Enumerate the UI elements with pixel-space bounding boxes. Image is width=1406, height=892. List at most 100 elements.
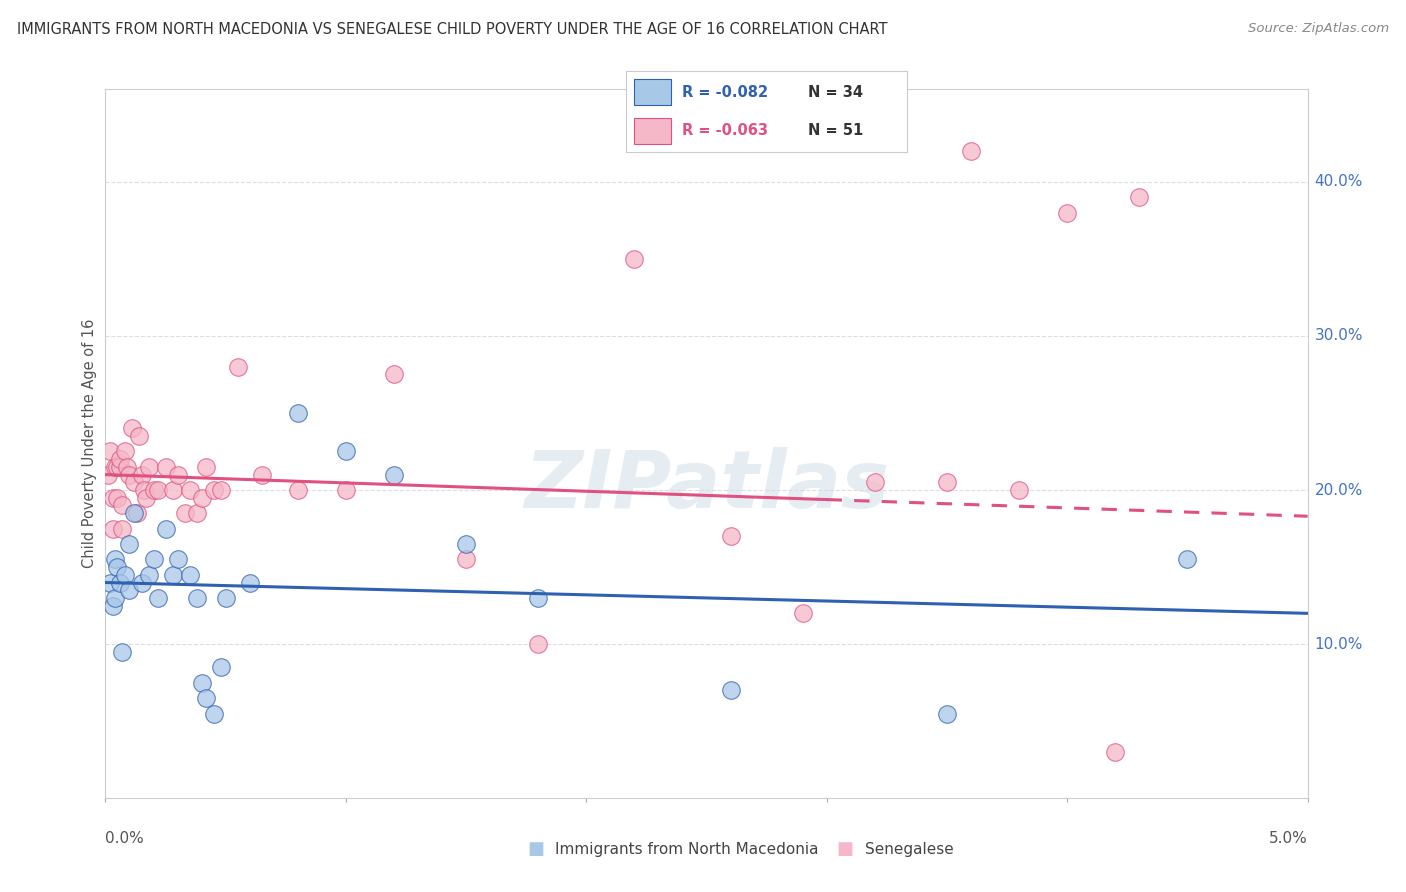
Point bbox=[131, 575, 153, 590]
Point bbox=[125, 506, 148, 520]
Point bbox=[1175, 552, 1198, 566]
Point bbox=[209, 483, 232, 497]
Point bbox=[202, 483, 225, 497]
Text: Senegalese: Senegalese bbox=[865, 842, 953, 856]
Text: 5.0%: 5.0% bbox=[1268, 831, 1308, 847]
Bar bbox=[634, 118, 671, 144]
Point bbox=[142, 552, 165, 566]
Point bbox=[115, 459, 138, 474]
Point bbox=[162, 567, 184, 582]
Point bbox=[121, 421, 143, 435]
Point bbox=[863, 475, 886, 490]
Point bbox=[287, 406, 309, 420]
Point bbox=[142, 483, 165, 497]
Point bbox=[101, 522, 124, 536]
Point bbox=[623, 252, 645, 266]
Point bbox=[173, 506, 195, 520]
Point bbox=[104, 591, 127, 605]
Point bbox=[1056, 205, 1078, 219]
Point bbox=[1128, 190, 1150, 204]
Point bbox=[382, 467, 405, 482]
Text: 20.0%: 20.0% bbox=[1315, 483, 1362, 498]
Text: 0.0%: 0.0% bbox=[105, 831, 145, 847]
Point bbox=[214, 591, 236, 605]
Point bbox=[527, 637, 550, 651]
Point bbox=[179, 567, 201, 582]
Point bbox=[111, 645, 134, 659]
Point bbox=[111, 499, 134, 513]
Point bbox=[190, 675, 212, 690]
Text: ■: ■ bbox=[527, 840, 544, 858]
Point bbox=[111, 522, 134, 536]
Point bbox=[107, 459, 129, 474]
Point bbox=[108, 452, 131, 467]
Point bbox=[195, 691, 218, 706]
Point bbox=[792, 607, 814, 621]
Point bbox=[209, 660, 232, 674]
Point bbox=[114, 567, 136, 582]
Point bbox=[239, 575, 262, 590]
Point bbox=[186, 591, 208, 605]
Point bbox=[195, 459, 218, 474]
Point bbox=[960, 144, 983, 158]
Text: ZIPatlas: ZIPatlas bbox=[524, 447, 889, 525]
Point bbox=[114, 444, 136, 458]
Point bbox=[107, 560, 129, 574]
Point bbox=[162, 483, 184, 497]
Point bbox=[132, 483, 155, 497]
Text: 30.0%: 30.0% bbox=[1315, 328, 1362, 343]
Point bbox=[107, 491, 129, 505]
Point bbox=[131, 467, 153, 482]
Text: R = -0.082: R = -0.082 bbox=[682, 85, 768, 100]
Point bbox=[454, 537, 477, 551]
Text: N = 51: N = 51 bbox=[808, 123, 863, 138]
Point bbox=[118, 583, 141, 598]
Point bbox=[155, 459, 177, 474]
Point bbox=[97, 467, 120, 482]
Point bbox=[155, 522, 177, 536]
Point bbox=[104, 552, 127, 566]
Point bbox=[166, 552, 188, 566]
Point bbox=[118, 537, 141, 551]
Point bbox=[118, 467, 141, 482]
Point bbox=[128, 429, 150, 443]
Text: Immigrants from North Macedonia: Immigrants from North Macedonia bbox=[555, 842, 818, 856]
Point bbox=[1008, 483, 1031, 497]
Bar bbox=[634, 79, 671, 105]
Point bbox=[186, 506, 208, 520]
Point bbox=[108, 575, 131, 590]
Point bbox=[382, 368, 405, 382]
Point bbox=[135, 491, 157, 505]
Point bbox=[148, 483, 170, 497]
Point bbox=[179, 483, 201, 497]
Point bbox=[98, 575, 121, 590]
Point bbox=[287, 483, 309, 497]
Point bbox=[335, 444, 357, 458]
Point bbox=[202, 706, 225, 721]
Point bbox=[527, 591, 550, 605]
Point bbox=[720, 529, 742, 543]
Point bbox=[148, 591, 170, 605]
Text: R = -0.063: R = -0.063 bbox=[682, 123, 768, 138]
Point bbox=[335, 483, 357, 497]
Point bbox=[936, 475, 959, 490]
Text: ■: ■ bbox=[837, 840, 853, 858]
Point bbox=[226, 359, 249, 374]
Text: IMMIGRANTS FROM NORTH MACEDONIA VS SENEGALESE CHILD POVERTY UNDER THE AGE OF 16 : IMMIGRANTS FROM NORTH MACEDONIA VS SENEG… bbox=[17, 22, 887, 37]
Point bbox=[108, 459, 131, 474]
Point bbox=[166, 467, 188, 482]
Point bbox=[138, 567, 160, 582]
Point bbox=[104, 459, 127, 474]
Point bbox=[936, 706, 959, 721]
Text: N = 34: N = 34 bbox=[808, 85, 863, 100]
Point bbox=[190, 491, 212, 505]
Point bbox=[454, 552, 477, 566]
Text: Source: ZipAtlas.com: Source: ZipAtlas.com bbox=[1249, 22, 1389, 36]
Text: 40.0%: 40.0% bbox=[1315, 174, 1362, 189]
Point bbox=[1104, 745, 1126, 759]
Point bbox=[720, 683, 742, 698]
Point bbox=[124, 475, 146, 490]
Point bbox=[101, 599, 124, 613]
Y-axis label: Child Poverty Under the Age of 16: Child Poverty Under the Age of 16 bbox=[82, 319, 97, 568]
Point bbox=[124, 506, 146, 520]
